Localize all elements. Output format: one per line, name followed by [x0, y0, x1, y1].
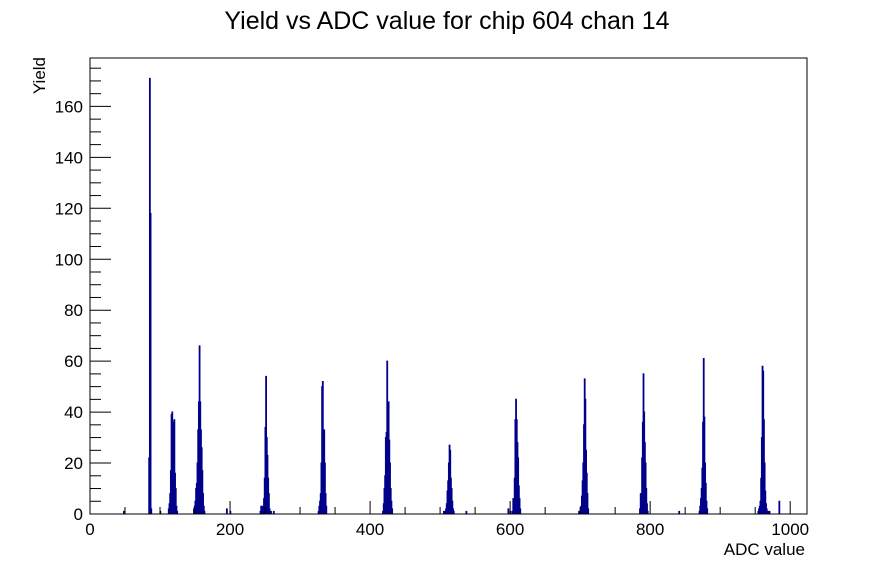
x-tick-label-0: 0: [85, 520, 94, 539]
x-tick-label-4: 800: [636, 520, 664, 539]
histogram-bin-14: [173, 419, 176, 514]
histogram-bin-77: [391, 508, 394, 514]
histogram-bin-3: [149, 212, 152, 514]
histogram-series: [123, 77, 781, 514]
x-tick-label-1: 200: [216, 520, 244, 539]
histogram-bin-118: [586, 493, 589, 514]
y-tick-label-0: 0: [74, 505, 83, 524]
histogram-bin-4: [150, 508, 153, 514]
histogram-bin-51: [272, 510, 275, 514]
histogram-bin-49: [268, 508, 271, 514]
x-tick-label-5: 1000: [771, 520, 809, 539]
histogram-bin-157: [765, 508, 768, 514]
y-tick-label-8: 160: [55, 97, 83, 116]
histogram-bin-61: [324, 462, 326, 514]
histogram-bin-62: [324, 493, 327, 514]
histogram-bin-130: [646, 503, 648, 514]
histogram-bin-32: [202, 493, 204, 514]
histogram-bin-129: [645, 487, 648, 514]
histogram-bin-160: [778, 500, 781, 514]
histogram-bin-18: [176, 510, 179, 514]
histogram-bin-106: [519, 508, 522, 514]
histogram-bin-89: [451, 500, 454, 514]
y-tick-label-2: 40: [64, 403, 83, 422]
axes: 0 200 400 600 800 1000 0 20 40 60 80 100 120 140 160: [55, 67, 809, 539]
histogram-bin-93: [507, 508, 510, 514]
histogram-bin-63: [325, 505, 328, 514]
histogram-bin-132: [678, 510, 681, 514]
histogram-bin-34: [203, 510, 206, 514]
histogram-bin-16: [174, 487, 177, 514]
chart-title: Yield vs ADC value for chip 604 chan 14: [224, 7, 669, 35]
histogram-bin-91: [452, 510, 455, 514]
histogram-bin-119: [587, 508, 590, 514]
y-tick-label-3: 60: [64, 352, 83, 371]
y-tick-label-7: 140: [55, 148, 83, 167]
histogram-bin-33: [202, 505, 205, 514]
histogram-bin-48: [268, 493, 270, 514]
histogram-bin-40: [261, 505, 264, 514]
histogram-bin-76: [390, 500, 393, 514]
histogram-bin-105: [518, 498, 521, 514]
histogram-bin-144: [706, 508, 709, 514]
y-tick-label-4: 80: [64, 301, 83, 320]
y-tick-label-1: 20: [64, 454, 83, 473]
histogram-bin-50: [270, 510, 272, 514]
histogram-bin-92: [465, 510, 468, 514]
histogram-bin-38: [260, 505, 263, 514]
histogram-bin-154: [763, 462, 766, 514]
histogram-bin-17: [175, 505, 178, 514]
histogram-bin-35: [225, 508, 228, 514]
x-tick-label-2: 400: [356, 520, 384, 539]
histogram-bin-143: [705, 500, 708, 514]
histogram-bin-31: [201, 470, 204, 514]
y-tick-label-5: 100: [55, 250, 83, 269]
histogram-bin-155: [764, 490, 767, 514]
x-axis-title: ADC value: [724, 540, 805, 559]
histogram-bin-78: [443, 510, 445, 514]
histogram-bin-142: [704, 482, 707, 514]
histogram-bin-159: [768, 510, 771, 514]
histogram-bin-0: [123, 510, 125, 514]
x-tick-label-3: 600: [496, 520, 524, 539]
histogram-bin-107: [578, 510, 580, 514]
plot-frame: [89, 57, 808, 515]
y-tick-label-6: 120: [55, 199, 83, 218]
histogram-bin-131: [646, 510, 649, 514]
histogram-bin-158: [767, 510, 770, 514]
y-axis-title: Yield: [30, 57, 49, 94]
